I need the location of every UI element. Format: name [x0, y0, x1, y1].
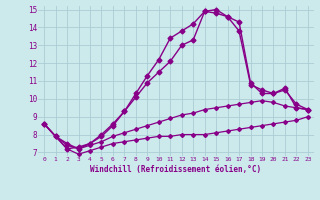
X-axis label: Windchill (Refroidissement éolien,°C): Windchill (Refroidissement éolien,°C)	[91, 165, 261, 174]
